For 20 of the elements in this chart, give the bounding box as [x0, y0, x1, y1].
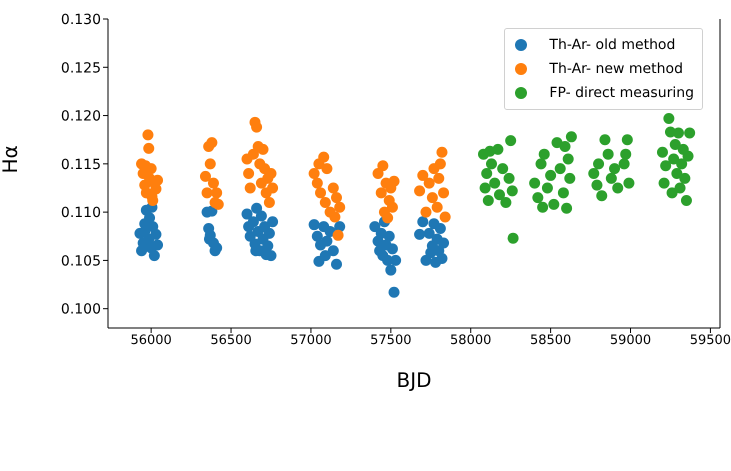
y-axis-title: Hα: [0, 145, 22, 174]
legend-label: FP- direct measuring: [549, 85, 694, 101]
x-tick-label: 59000: [610, 333, 652, 348]
y-tick-label: 0.100: [60, 302, 101, 318]
y-tick-label: 0.110: [60, 205, 101, 222]
x-tick-label: 57500: [370, 333, 412, 348]
x-tick-label: 58500: [530, 333, 572, 348]
y-tick-label: 0.115: [60, 156, 101, 173]
legend-label: Th-Ar- old method: [549, 37, 676, 53]
x-tick-label: 56000: [130, 333, 172, 348]
y-tick-label: 0.130: [60, 12, 101, 28]
y-tick-label: 0.125: [60, 60, 101, 76]
x-tick-label: 56500: [210, 333, 252, 348]
x-tick-label: 59500: [690, 333, 731, 348]
y-tick-label: 0.120: [60, 108, 101, 125]
y-tick-label: 0.105: [60, 253, 101, 270]
x-tick-label: 57000: [290, 333, 332, 348]
x-tick-label: 58000: [450, 333, 492, 348]
legend-label: Th-Ar- new method: [549, 61, 683, 77]
x-axis-title: BJD: [396, 368, 432, 392]
